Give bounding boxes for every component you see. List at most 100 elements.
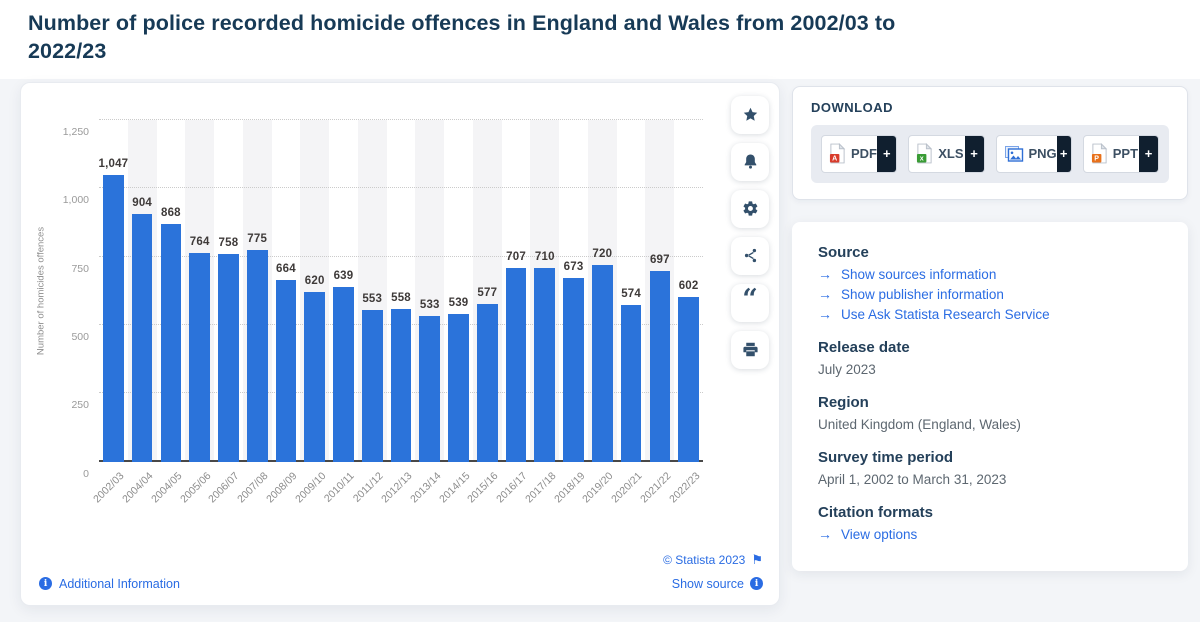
source-links: → Show sources information → Show publisher… <box>818 267 1162 322</box>
survey-time-period-value: April 1, 2002 to March 31, 2023 <box>818 471 1007 487</box>
settings-button[interactable] <box>731 189 769 228</box>
x-axis-tick-label: 2019/20 <box>580 469 616 506</box>
bar-value-label: 710 <box>534 250 555 263</box>
chart-toolbar: “ <box>721 83 779 553</box>
download-pdf-button[interactable]: A PDF + <box>821 134 898 173</box>
favorite-button[interactable] <box>731 95 769 134</box>
pdf-file-icon: A <box>829 143 846 164</box>
bar-2007/08 <box>246 249 268 462</box>
region-heading: Region <box>818 393 869 411</box>
gridline: 750 <box>71 255 703 275</box>
source-heading: Source <box>818 243 869 261</box>
y-axis-title: Number of homicides offences <box>35 226 47 355</box>
bar-2017/18 <box>534 267 556 462</box>
star-icon <box>742 106 759 123</box>
x-axis-tick-label: 2009/10 <box>292 469 329 506</box>
gear-icon <box>742 200 759 217</box>
bar-2005/06 <box>189 252 210 462</box>
chart-footer-right: © Statista 2023 ⚑ Show source i <box>663 553 763 591</box>
bar-2015/16 <box>476 303 498 462</box>
download-format-label: PPT <box>1112 146 1139 162</box>
bar-value-label: 673 <box>563 260 584 273</box>
download-card: DOWNLOAD A PDF + x XLS + PNG + P PPT + <box>792 85 1188 200</box>
additional-information-link[interactable]: i Additional Information <box>39 577 180 591</box>
release-date-section: Release date July 2023 <box>818 339 1162 377</box>
print-button[interactable] <box>731 330 769 369</box>
x-axis-tick-label: 2020/21 <box>609 469 645 506</box>
png-file-icon <box>1004 145 1024 163</box>
y-axis-tick-label: 1,250 <box>62 125 89 138</box>
bar-value-label: 553 <box>362 293 383 306</box>
x-axis-tick-label: 2004/04 <box>120 469 156 506</box>
source-link-label: Show sources information <box>841 266 997 282</box>
x-axis-tick-label: 2011/12 <box>350 469 386 505</box>
x-axis-labels: 2002/03 2004/04 2004/05 2005/06 2006/07 2007/… <box>92 462 703 528</box>
quote-icon: “ <box>742 284 758 316</box>
download-xls-button[interactable]: x XLS + <box>908 134 985 173</box>
alerts-button[interactable] <box>731 142 769 181</box>
bar-value-label: 558 <box>391 292 411 305</box>
bar-2021/22 <box>649 271 671 462</box>
view-options-link[interactable]: → View options <box>818 527 1162 542</box>
download-png-button[interactable]: PNG + <box>995 134 1072 173</box>
bar-value-label: 697 <box>649 254 670 267</box>
region-section: Region United Kingdom (England, Wales) <box>818 394 1162 432</box>
details-card: Source → Show sources information → Show pu… <box>792 221 1188 571</box>
bar-2009/10 <box>304 292 326 462</box>
bar-value-label: 539 <box>448 297 469 310</box>
y-axis-tick-label: 250 <box>71 399 89 412</box>
copyright-label: © Statista 2023 <box>663 552 746 567</box>
download-ppt-button[interactable]: P PPT + <box>1082 134 1159 173</box>
bar-2008/09 <box>275 280 297 462</box>
bar-value-label: 904 <box>132 197 153 210</box>
bar-2018/19 <box>563 277 584 462</box>
bar-value-label: 720 <box>592 247 613 260</box>
download-xls-plus-button[interactable]: + <box>964 135 984 172</box>
x-axis-tick-label: 2014/15 <box>436 469 473 506</box>
bar-2011/12 <box>361 310 383 462</box>
bar-2022/23 <box>678 297 699 462</box>
x-axis-tick-label: 2004/05 <box>149 469 185 506</box>
arrow-right-icon: → <box>818 306 832 323</box>
bar-value-label: 577 <box>477 286 498 299</box>
source-link-1[interactable]: → Show publisher information <box>818 287 1162 302</box>
page-title: Number of police recorded homicide offen… <box>28 11 896 64</box>
download-format-label: PNG <box>1028 146 1057 162</box>
source-link-0[interactable]: → Show sources information <box>818 267 1162 282</box>
arrow-right-icon: → <box>818 286 832 303</box>
download-ppt-plus-button[interactable]: + <box>1139 135 1158 172</box>
bar-2019/20 <box>591 264 613 462</box>
info-icon: i <box>750 577 763 591</box>
source-link-label: Use Ask Statista Research Service <box>841 306 1050 322</box>
x-axis-tick-label: 2007/08 <box>235 469 271 506</box>
cite-button[interactable]: “ <box>731 283 769 322</box>
additional-information-label: Additional Information <box>59 576 180 591</box>
x-axis-tick-label: 2022/23 <box>666 469 703 506</box>
chart-card: Number of homicides offences 0 250 500 750 1… <box>20 81 780 606</box>
arrow-right-icon: → <box>818 526 832 543</box>
x-axis-tick-label: 2013/14 <box>407 469 444 506</box>
bar-value-label: 620 <box>304 275 325 288</box>
source-section: Source → Show sources information → Show pu… <box>818 244 1162 322</box>
bar-value-label: 639 <box>333 269 354 282</box>
bar-value-label: 775 <box>247 232 268 245</box>
source-link-2[interactable]: → Use Ask Statista Research Service <box>818 307 1162 322</box>
y-axis-tick-label: 1,000 <box>62 194 89 207</box>
bar-value-label: 707 <box>506 251 526 264</box>
gridline: 1,250 <box>63 118 703 138</box>
ppt-file-icon: P <box>1091 143 1108 164</box>
download-png-plus-button[interactable]: + <box>1056 135 1071 172</box>
bar-2016/17 <box>505 268 527 462</box>
show-source-label: Show source <box>671 576 744 591</box>
share-button[interactable] <box>731 236 769 275</box>
bar-value-label: 758 <box>218 237 239 250</box>
y-axis-tick-label: 500 <box>71 330 89 343</box>
bar-2006/07 <box>218 254 239 462</box>
bar-value-label: 868 <box>160 207 181 220</box>
page-header: Number of police recorded homicide offen… <box>0 0 1200 79</box>
download-format-label: PDF <box>851 146 877 162</box>
show-source-link[interactable]: Show source i <box>672 577 763 591</box>
statista-copyright-link[interactable]: © Statista 2023 ⚑ <box>663 553 763 567</box>
download-pdf-plus-button[interactable]: + <box>877 135 897 172</box>
xls-file-icon: x <box>916 143 933 164</box>
